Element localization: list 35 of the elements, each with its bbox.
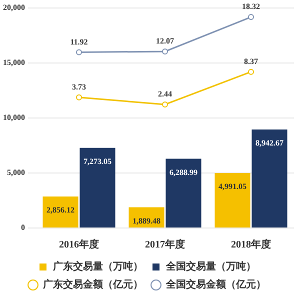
x-tick-label: 2016年度: [59, 238, 99, 251]
point: [162, 48, 168, 54]
legend-label: 全国交易金额（亿元）: [165, 278, 266, 291]
data-label: 3.73: [72, 82, 86, 92]
data-label: 7,273.05: [83, 156, 112, 166]
y-tick-label: 15,000: [3, 58, 25, 67]
point: [162, 101, 168, 108]
data-label: 8,942.67: [255, 138, 284, 148]
legend-label: 广东交易量（万吨）: [52, 260, 143, 273]
y-tick-label: 20,000: [3, 2, 25, 12]
bar: [252, 130, 288, 228]
y-tick-label: 0: [21, 223, 25, 232]
data-label: 8.37: [244, 56, 258, 66]
point: [76, 49, 82, 56]
data-label: 6,288.99: [169, 168, 198, 177]
x-tick-label: 2018年度: [231, 238, 271, 251]
y-tick-label: 5,000: [7, 168, 25, 178]
x-tick-label: 2017年度: [145, 238, 185, 251]
data-label: 4,991.05: [218, 182, 247, 192]
data-label: 1,889.48: [132, 216, 161, 226]
bar: [166, 158, 202, 228]
data-label: 18.32: [242, 2, 260, 12]
point: [76, 94, 82, 100]
bar: [80, 148, 116, 228]
legend-label: 广东交易金额（亿元）: [42, 278, 143, 291]
legend-label: 全国交易量（万吨）: [165, 260, 256, 273]
data-label: 12.07: [156, 36, 174, 46]
y-tick-label: 10,000: [3, 112, 25, 122]
bar: [42, 196, 78, 228]
point: [248, 68, 254, 75]
bar: [214, 173, 250, 228]
data-label: 2,856.12: [46, 206, 75, 215]
data-label: 11.92: [70, 37, 88, 46]
point: [248, 14, 254, 20]
data-label: 2.44: [158, 90, 172, 99]
